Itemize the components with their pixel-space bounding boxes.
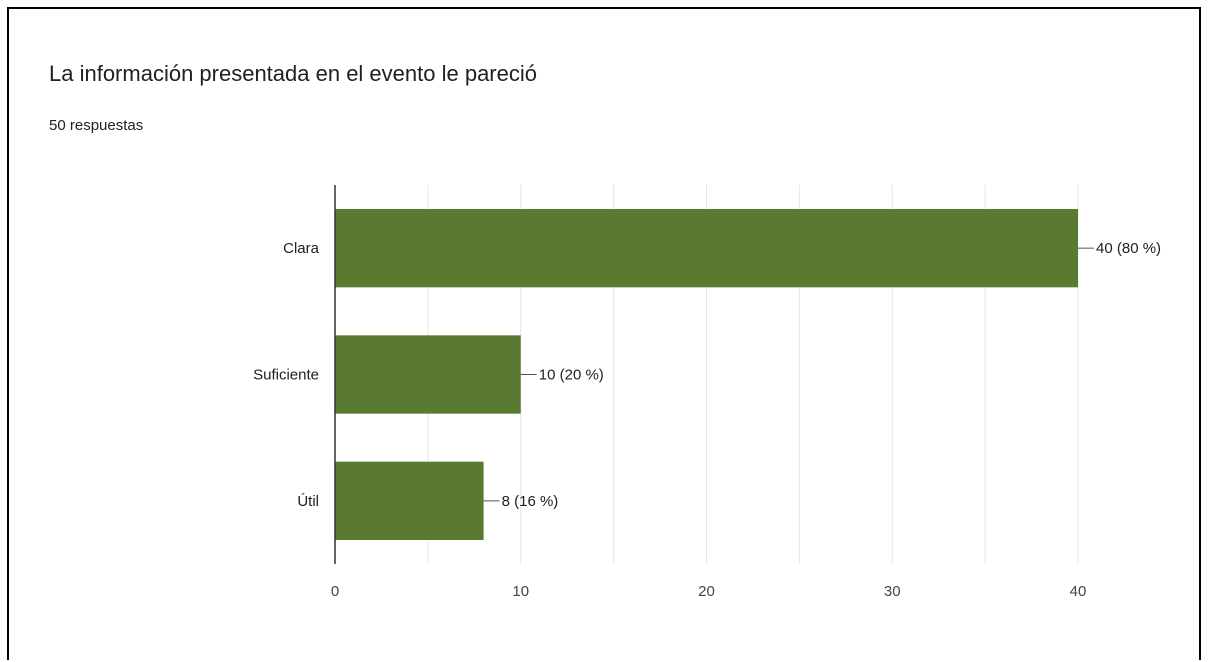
axes: 0 10 20 30 40 bbox=[331, 185, 1087, 600]
x-tick-label: 40 bbox=[1070, 583, 1087, 600]
response-count: 50 respuestas bbox=[49, 117, 144, 134]
chart-card: La información presentada en el evento l… bbox=[7, 7, 1201, 660]
data-label: 40 (80 %) bbox=[1096, 240, 1161, 257]
x-tick-label: 20 bbox=[698, 583, 715, 600]
data-label: 10 (20 %) bbox=[539, 367, 604, 384]
bar-suficiente bbox=[335, 335, 521, 414]
x-tick-label: 30 bbox=[884, 583, 901, 600]
bars bbox=[335, 209, 1078, 540]
chart-title: La información presentada en el evento l… bbox=[49, 61, 537, 86]
bar-chart: 0 10 20 30 40 Clara 40 (80 %) Suficiente 10 (20… bbox=[253, 185, 1161, 600]
x-tick-label: 0 bbox=[331, 583, 339, 600]
category-label: Clara bbox=[283, 240, 320, 257]
category-label: Útil bbox=[297, 493, 319, 510]
data-label: 8 (16 %) bbox=[502, 493, 559, 510]
bar-útil bbox=[335, 461, 484, 540]
x-tick-label: 10 bbox=[512, 583, 529, 600]
category-label: Suficiente bbox=[253, 367, 319, 384]
labels: Clara 40 (80 %) Suficiente 10 (20 %) Útil 8 (… bbox=[253, 240, 1161, 510]
bar-clara bbox=[335, 209, 1078, 288]
